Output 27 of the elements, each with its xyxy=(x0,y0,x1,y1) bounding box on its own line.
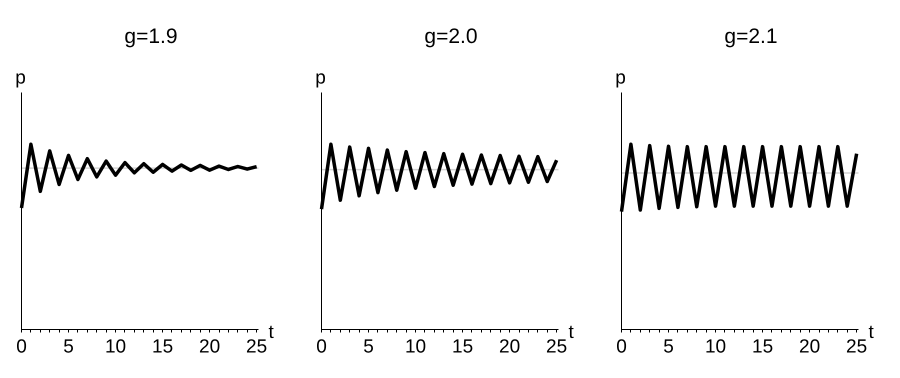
y-axis-title: p xyxy=(315,67,326,88)
chart-title: g=2.1 xyxy=(724,25,778,48)
x-axis-title: t xyxy=(568,322,575,343)
x-tick-label: 25 xyxy=(246,336,268,358)
x-tick-label: 0 xyxy=(316,336,327,358)
x-tick-label: 5 xyxy=(63,336,74,358)
x-tick-label: 10 xyxy=(104,336,126,358)
x-tick-label: 15 xyxy=(152,336,174,358)
x-tick-label: 25 xyxy=(546,336,568,358)
y-axis-title: p xyxy=(15,67,26,88)
x-tick-label: 20 xyxy=(499,336,520,358)
x-tick-label: 5 xyxy=(363,336,374,358)
x-tick-label: 15 xyxy=(452,336,474,358)
chart-title: g=2.0 xyxy=(424,25,478,48)
x-tick-label: 5 xyxy=(663,336,674,358)
x-axis-title: t xyxy=(268,322,275,343)
x-tick-label: 0 xyxy=(616,336,627,358)
x-tick-label: 20 xyxy=(199,336,220,358)
y-axis-title: p xyxy=(615,67,626,88)
x-tick-label: 10 xyxy=(404,336,426,358)
x-tick-label: 25 xyxy=(846,336,868,358)
x-axis-title: t xyxy=(868,322,875,343)
chart-title: g=1.9 xyxy=(124,25,178,48)
x-tick-label: 15 xyxy=(752,336,774,358)
x-tick-label: 0 xyxy=(16,336,27,358)
x-tick-label: 20 xyxy=(799,336,820,358)
x-tick-label: 10 xyxy=(704,336,726,358)
